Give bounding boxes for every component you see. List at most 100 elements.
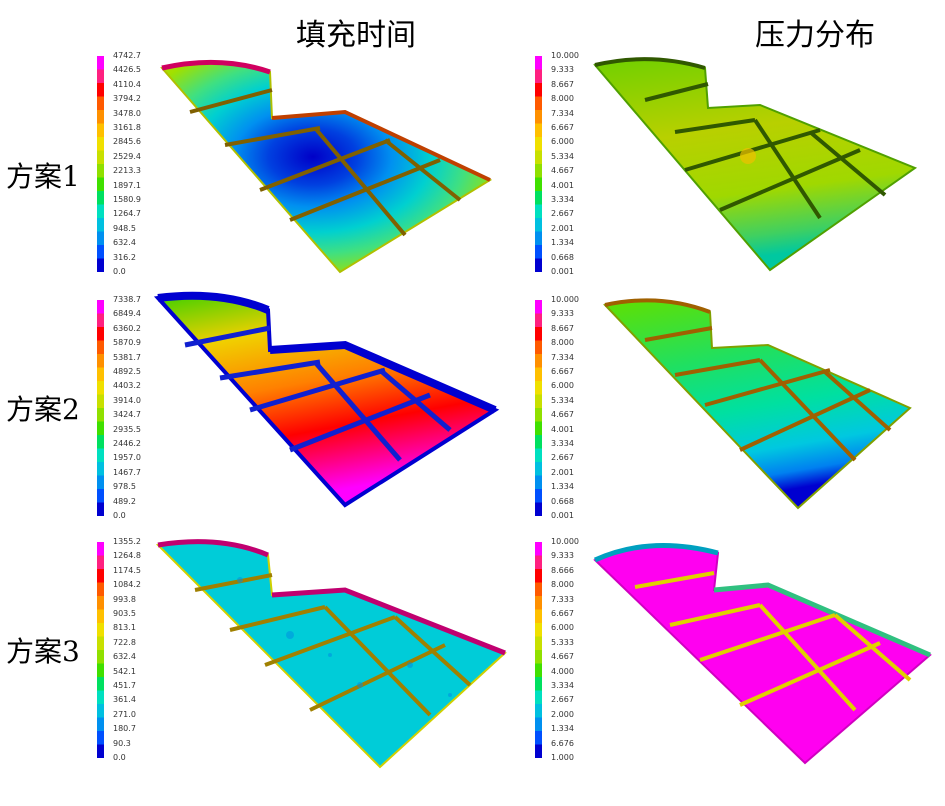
legend-tick-label: 2.667 [551, 209, 574, 219]
legend-tick-label: 2.000 [551, 709, 574, 719]
row-label-scheme-3: 方案3 [6, 635, 80, 668]
legend-tick-label: 10.000 [551, 537, 579, 546]
legend-tick-label: 5.334 [551, 151, 574, 161]
legend-r2-pressure: 10.000 9.333 8.667 8.000 7.334 6.667 6.000 5.33… [535, 296, 595, 526]
legend-r1-fill: 4742.7 4426.5 4110.4 3794.2 3478.0 3161.8 2845… [97, 52, 157, 282]
legend-tick-label: 1957.0 [113, 453, 141, 463]
legend-tick-label: 2.001 [551, 467, 574, 477]
legend-tick-label: 813.1 [113, 623, 136, 633]
legend-tick-label: 2529.4 [113, 151, 141, 161]
plot-r1-fill-time [150, 50, 510, 280]
legend-tick-label: 1.334 [551, 482, 574, 492]
legend-tick-label: 5870.9 [113, 338, 141, 348]
legend-tick-label: 10.000 [551, 51, 579, 60]
legend-tick-label: 1.000 [551, 753, 574, 762]
legend-tick-label: 4.000 [551, 666, 574, 676]
legend-tick-label: 3478.0 [113, 108, 141, 118]
legend-r3-fill: 1355.2 1264.8 1174.5 1084.2 993.8 903.5 813.1 7… [97, 538, 157, 768]
legend-tick-label: 4.001 [551, 424, 574, 434]
legend-tick-label: 948.5 [113, 223, 136, 233]
legend-tick-label: 1467.7 [113, 467, 141, 477]
legend-tick-label: 2.667 [551, 695, 574, 705]
legend-tick-label: 8.667 [551, 79, 574, 89]
legend-tick-labels: 10.000 9.333 8.666 8.000 7.333 6.667 6.000 5.33… [551, 538, 595, 764]
legend-color-bar [535, 542, 542, 758]
legend-tick-label: 9.333 [551, 309, 574, 319]
legend-tick-label: 1264.8 [113, 551, 141, 561]
legend-tick-label: 6.667 [551, 609, 574, 618]
legend-tick-label: 8.000 [551, 580, 574, 590]
legend-tick-label: 0.001 [551, 511, 574, 520]
plot-r2-pressure [590, 290, 930, 515]
legend-tick-label: 9.333 [551, 551, 574, 561]
legend-tick-label: 1084.2 [113, 580, 141, 590]
column-title-pressure-distribution: 压力分布 [755, 18, 875, 53]
legend-tick-label: 361.4 [113, 695, 136, 705]
legend-tick-label: 4742.7 [113, 51, 141, 60]
plot-r2-fill-time [150, 290, 510, 515]
legend-tick-label: 0.0 [113, 267, 126, 276]
legend-tick-label: 903.5 [113, 609, 136, 618]
legend-tick-label: 4.667 [551, 166, 574, 176]
legend-tick-label: 0.0 [113, 511, 126, 520]
legend-tick-label: 3914.0 [113, 395, 141, 405]
row-label-scheme-1: 方案1 [6, 160, 80, 193]
legend-tick-label: 4426.5 [113, 65, 141, 75]
legend-tick-label: 5381.7 [113, 352, 141, 362]
legend-tick-labels: 10.000 9.333 8.667 8.000 7.334 6.667 6.000 5.33… [551, 296, 595, 522]
legend-tick-label: 2935.5 [113, 424, 141, 434]
legend-tick-label: 6.667 [551, 123, 574, 132]
legend-tick-label: 8.666 [551, 565, 574, 575]
legend-tick-label: 8.000 [551, 338, 574, 348]
legend-tick-labels: 7338.7 6849.4 6360.2 5870.9 5381.7 4892.5 4403… [113, 296, 157, 522]
legend-tick-label: 2213.3 [113, 166, 141, 176]
legend-tick-label: 3.334 [551, 195, 574, 204]
plot-r3-pressure [590, 535, 940, 765]
plot-r1-pressure [590, 50, 930, 280]
legend-tick-label: 7.333 [551, 594, 574, 604]
legend-tick-label: 316.2 [113, 252, 136, 262]
legend-tick-label: 7.334 [551, 108, 574, 118]
legend-tick-label: 0.0 [113, 753, 126, 762]
legend-tick-label: 4892.5 [113, 367, 141, 376]
legend-tick-label: 1897.1 [113, 180, 141, 190]
legend-tick-label: 1355.2 [113, 537, 141, 546]
legend-tick-label: 7338.7 [113, 295, 141, 304]
legend-tick-label: 6.676 [551, 738, 574, 748]
legend-r1-pressure: 10.000 9.333 8.667 8.000 7.334 6.667 6.000 5.33… [535, 52, 595, 282]
legend-tick-label: 5.334 [551, 395, 574, 405]
legend-tick-labels: 1355.2 1264.8 1174.5 1084.2 993.8 903.5 813.1 7… [113, 538, 157, 764]
legend-tick-label: 6.000 [551, 623, 574, 633]
plot-r3-fill-time [150, 535, 510, 775]
legend-tick-label: 271.0 [113, 709, 136, 719]
legend-tick-label: 4403.2 [113, 381, 141, 391]
legend-tick-label: 8.000 [551, 94, 574, 104]
legend-tick-label: 4.667 [551, 652, 574, 662]
legend-tick-label: 3.334 [551, 439, 574, 448]
legend-tick-labels: 10.000 9.333 8.667 8.000 7.334 6.667 6.000 5.33… [551, 52, 595, 278]
legend-color-bar [97, 56, 104, 272]
legend-tick-label: 993.8 [113, 594, 136, 604]
legend-tick-label: 0.668 [551, 496, 574, 506]
legend-tick-label: 7.334 [551, 352, 574, 362]
legend-tick-label: 2446.2 [113, 439, 141, 448]
legend-tick-label: 0.001 [551, 267, 574, 276]
legend-tick-label: 4.001 [551, 180, 574, 190]
legend-tick-label: 3424.7 [113, 410, 141, 420]
legend-tick-label: 6.000 [551, 137, 574, 147]
legend-tick-label: 489.2 [113, 496, 136, 506]
legend-tick-label: 2845.6 [113, 137, 141, 147]
legend-tick-label: 180.7 [113, 724, 136, 734]
legend-tick-label: 4.667 [551, 410, 574, 420]
legend-tick-label: 1.334 [551, 238, 574, 248]
legend-color-bar [97, 542, 104, 758]
legend-tick-label: 722.8 [113, 637, 136, 647]
legend-tick-label: 3.334 [551, 681, 574, 690]
legend-tick-labels: 4742.7 4426.5 4110.4 3794.2 3478.0 3161.8 2845… [113, 52, 157, 278]
legend-tick-label: 6849.4 [113, 309, 141, 319]
legend-r2-fill: 7338.7 6849.4 6360.2 5870.9 5381.7 4892.5 4403… [97, 296, 157, 526]
legend-tick-label: 10.000 [551, 295, 579, 304]
column-title-fill-time: 填充时间 [296, 18, 416, 53]
legend-tick-label: 6360.2 [113, 323, 141, 333]
legend-color-bar [97, 300, 104, 516]
